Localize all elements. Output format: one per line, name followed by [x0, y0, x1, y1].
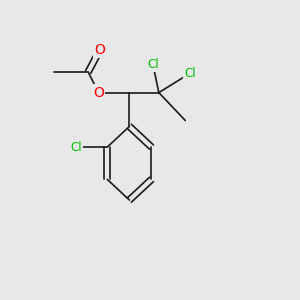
Text: O: O	[94, 43, 105, 57]
Text: Cl: Cl	[147, 58, 159, 71]
Text: Cl: Cl	[184, 67, 196, 80]
Text: Cl: Cl	[70, 141, 82, 154]
Text: O: O	[93, 85, 104, 100]
